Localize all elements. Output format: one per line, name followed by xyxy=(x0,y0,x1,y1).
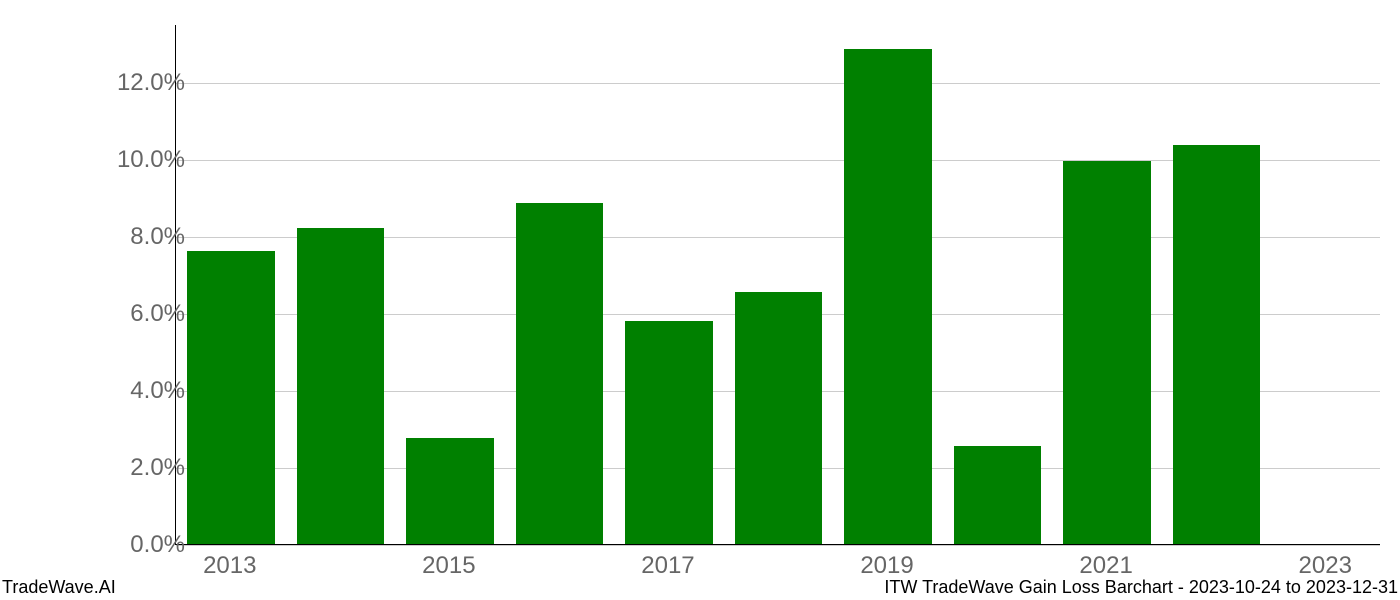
chart-plot-area xyxy=(175,25,1380,545)
bar xyxy=(187,251,275,544)
x-tick-label: 2019 xyxy=(860,552,913,580)
bar xyxy=(516,203,604,544)
bar xyxy=(954,446,1042,544)
bar xyxy=(844,49,932,544)
bar xyxy=(1173,145,1261,544)
plot-area xyxy=(175,25,1380,545)
y-tick-label: 6.0% xyxy=(130,300,185,328)
bar xyxy=(625,321,713,544)
y-tick-label: 2.0% xyxy=(130,454,185,482)
x-tick-label: 2017 xyxy=(641,552,694,580)
bar xyxy=(735,292,823,544)
y-tick-label: 0.0% xyxy=(130,531,185,559)
x-tick-label: 2015 xyxy=(422,552,475,580)
y-tick-label: 10.0% xyxy=(117,146,185,174)
bar xyxy=(297,228,385,544)
gridline xyxy=(176,545,1380,546)
y-tick-label: 12.0% xyxy=(117,69,185,97)
x-tick-label: 2013 xyxy=(203,552,256,580)
bar xyxy=(406,438,494,544)
footer-left-text: TradeWave.AI xyxy=(2,577,116,598)
gridline xyxy=(176,83,1380,84)
footer-right-text: ITW TradeWave Gain Loss Barchart - 2023-… xyxy=(884,577,1398,598)
bar xyxy=(1063,161,1151,544)
x-tick-label: 2023 xyxy=(1299,552,1352,580)
x-tick-label: 2021 xyxy=(1079,552,1132,580)
y-tick-label: 4.0% xyxy=(130,377,185,405)
y-tick-label: 8.0% xyxy=(130,223,185,251)
